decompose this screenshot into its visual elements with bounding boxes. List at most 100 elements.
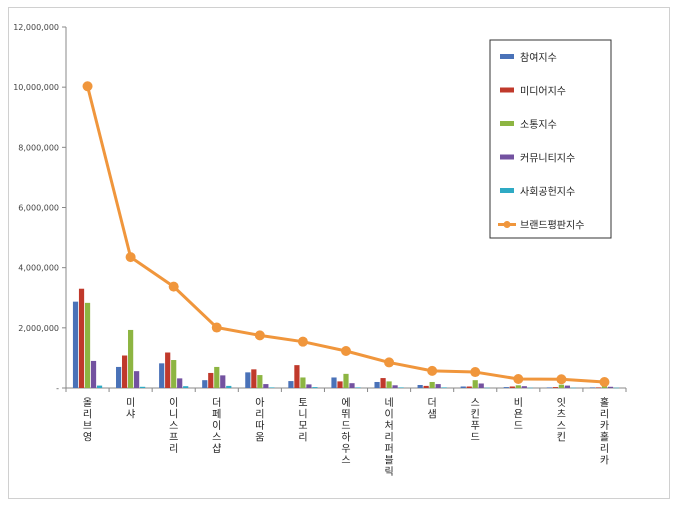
line-point [470,367,481,378]
line-point [297,336,308,347]
bar-5 [441,387,447,388]
bar-1 [159,363,165,388]
bar-1 [288,381,294,388]
bar-5 [570,387,576,389]
legend-label: 미디어지수 [520,86,566,98]
bar-2 [595,387,602,388]
line-point [254,330,265,341]
legend-label: 커뮤니티지수 [520,153,575,165]
y-tick-label: 4,000,000 [18,264,59,273]
bar-1 [460,386,466,388]
line-layer [82,81,610,387]
legend-label: 브랜드평판지수 [520,220,584,232]
bar-4 [392,385,398,388]
legend-label: 참여지수 [520,52,557,64]
bar-1 [116,366,122,388]
legend-swatch [500,121,514,126]
line-point [556,374,567,385]
bar-5 [183,386,189,388]
bar-1 [72,301,79,388]
bar-2 [423,385,429,388]
bar-layer [72,288,620,389]
bar-2 [122,355,128,388]
bar-5 [96,385,103,388]
bar-4 [478,383,484,388]
bar-2 [509,386,515,388]
bar-1 [374,381,380,388]
bar-3 [128,329,134,388]
bar-2 [78,288,85,388]
line-point [168,281,179,292]
bar-5 [398,387,404,388]
bar-1 [202,380,208,388]
bar-4 [220,375,226,388]
bar-1 [546,387,552,388]
y-tick-label: 6,000,000 [18,204,59,213]
bar-3 [214,366,220,388]
bar-4 [90,360,97,388]
line-point [427,365,438,376]
bar-3 [386,381,392,388]
legend-label: 소통지수 [520,119,557,131]
y-tick-label: 10,000,000 [13,83,59,92]
bar-3 [472,380,478,388]
bar-4 [607,386,614,388]
bar-3 [257,375,263,388]
bar-4 [435,384,441,388]
legend-box [489,39,612,239]
bar-4 [263,384,269,388]
bar-2 [380,378,386,388]
bar-2 [208,372,214,388]
bar-4 [177,378,183,388]
line-point [82,81,93,92]
legend-swatch-point [503,221,511,228]
bar-1 [589,387,596,388]
bar-5 [484,387,490,389]
bar-2 [165,352,171,388]
bar-3 [429,381,435,388]
legend-label: 사회공헌지수 [520,186,575,198]
bar-2 [251,369,257,388]
bar-4 [564,385,570,388]
legend-swatch [500,154,514,160]
line-point [341,345,351,356]
bar-3 [601,386,608,388]
bar-4 [349,383,355,388]
bar-4 [306,384,312,388]
bar-3 [300,377,306,388]
bar-1 [245,372,251,388]
bar-1 [417,384,423,388]
bar-5 [140,386,146,388]
bar-3 [558,384,564,388]
bar-4 [134,371,140,388]
line-point [513,373,524,384]
bar-2 [294,365,300,388]
bar-3 [515,385,521,388]
bar-5 [527,387,533,389]
bar-4 [521,386,527,388]
legend-swatch [500,54,514,59]
line-point [384,357,395,368]
bar-5 [226,385,232,388]
bar-1 [503,387,509,388]
axis-layer: - 2,000,000 4,000,000 6,000,000 8,000,000 10,… [13,23,627,478]
y-tick-label: - [56,384,59,393]
legend-swatch [500,87,514,93]
bar-2 [466,386,472,388]
y-tick-label: 8,000,000 [18,143,59,152]
bar-3 [343,373,349,388]
